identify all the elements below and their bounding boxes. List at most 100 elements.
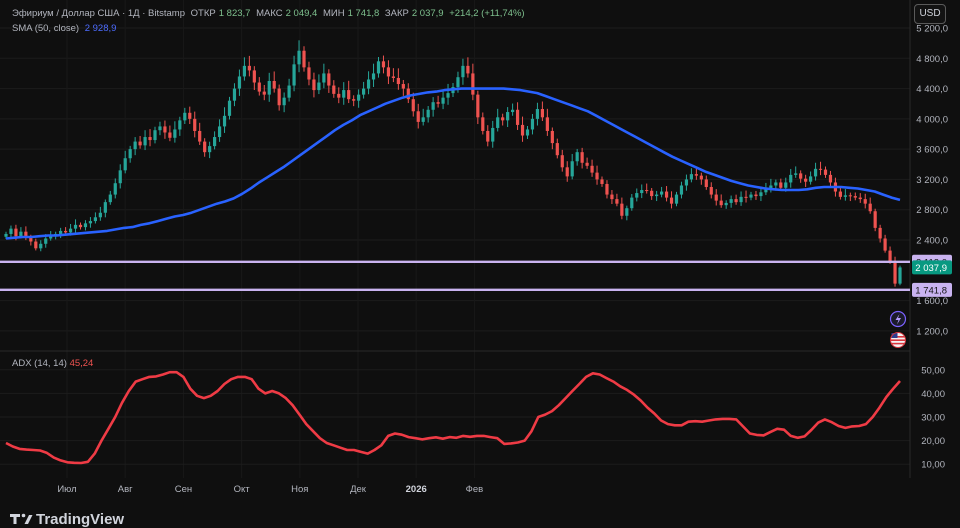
candle-body — [674, 194, 679, 204]
lightning-icon[interactable] — [889, 310, 907, 328]
candle-up — [431, 97, 435, 117]
candle-body — [337, 93, 341, 98]
candle-body — [49, 236, 53, 239]
candle-body — [863, 199, 867, 204]
candle-down — [312, 72, 316, 98]
candle-body — [287, 85, 291, 98]
last-price-badge — [912, 260, 952, 275]
price-axis[interactable]: 1 200,0 1 600,0 2 400,0 2 800,0 3 200,0 3 600… — [916, 24, 948, 338]
open-value: 1 823,7 — [218, 8, 251, 19]
low-value: 1 741,8 — [347, 8, 380, 19]
candle-body — [163, 126, 167, 133]
candle-down — [188, 106, 192, 125]
candle-down — [198, 122, 202, 145]
candle-up — [530, 114, 535, 135]
us-flag-icon[interactable] — [890, 332, 906, 348]
currency-button[interactable]: USD — [914, 4, 946, 24]
candle-body — [660, 191, 664, 195]
candle-body — [689, 174, 693, 180]
candle-down — [615, 193, 619, 207]
candle-body — [158, 126, 162, 131]
price-axis-labels: 2 112,02 037,91 741,8 — [912, 254, 952, 297]
candle-up — [173, 121, 177, 143]
candle-body — [610, 194, 614, 200]
candle-down — [868, 197, 872, 214]
symbol-name[interactable]: Эфириум / Доллар США · 1Д · Bitstamp — [12, 8, 186, 19]
candle-body — [650, 190, 654, 197]
candle-body — [178, 120, 182, 130]
candle-down — [78, 222, 83, 230]
candle-body — [322, 73, 326, 83]
horizontal-levels[interactable] — [0, 260, 910, 292]
candle-down — [605, 180, 609, 199]
adx-tick-label: 20,00 — [921, 436, 945, 447]
candle-body — [381, 61, 386, 68]
candle-up — [208, 141, 212, 159]
candle-down — [416, 103, 420, 129]
candle-up — [426, 106, 430, 123]
candle-body — [123, 158, 127, 171]
candle-down — [555, 138, 559, 159]
candle-body — [257, 82, 261, 92]
candle-body — [456, 77, 460, 88]
high-value: 2 049,4 — [285, 8, 318, 19]
candle-down — [352, 95, 356, 107]
candle-body — [754, 194, 758, 197]
candle-body — [804, 178, 808, 182]
candle-body — [645, 190, 649, 192]
price-tick-label: 1 600,0 — [916, 296, 948, 307]
candle-up — [535, 102, 540, 126]
change-value: +214,2 (+11,74%) — [449, 8, 525, 19]
candle-down — [168, 125, 172, 142]
candle-body — [878, 227, 882, 239]
candle-down — [590, 159, 594, 177]
candle-down — [704, 175, 708, 190]
candle-body — [421, 117, 425, 122]
candle-body — [352, 99, 356, 101]
candle-up — [446, 83, 450, 105]
candle-down — [719, 194, 723, 208]
candle-up — [292, 55, 296, 92]
candle-body — [242, 65, 246, 77]
candle-body — [347, 90, 351, 100]
candle-down — [754, 190, 758, 200]
candle-body — [799, 173, 803, 179]
candle-body — [83, 223, 88, 228]
time-tick-label: Окт — [234, 484, 251, 495]
candle-up — [679, 181, 684, 199]
candle-body — [739, 196, 743, 203]
tradingview-branding[interactable]: TradingView — [10, 511, 124, 528]
candle-body — [640, 190, 644, 194]
tradingview-logo-icon — [10, 513, 33, 524]
candle-down — [347, 80, 351, 104]
sma-label[interactable]: SMA (50, close) — [12, 23, 80, 34]
candle-body — [520, 124, 525, 136]
candle-body — [173, 129, 177, 138]
candle-up — [729, 195, 733, 208]
candle-up — [491, 120, 495, 148]
candle-body — [764, 188, 768, 193]
time-tick-label: Июл — [57, 484, 76, 495]
candle-down — [252, 66, 256, 90]
candle-up — [630, 194, 634, 211]
adx-label[interactable]: ADX (14, 14) — [12, 358, 67, 369]
candle-body — [848, 195, 852, 197]
candle-body — [391, 76, 395, 78]
candle-down — [863, 193, 867, 209]
candle-body — [262, 91, 266, 95]
candle-down — [386, 60, 391, 85]
candle-body — [431, 102, 435, 110]
candle-up — [222, 107, 227, 133]
price-tick-label: 2 400,0 — [916, 236, 948, 247]
candle-body — [491, 127, 495, 142]
candle-down — [600, 176, 604, 187]
candle-body — [9, 228, 13, 234]
candle-body — [188, 112, 192, 119]
candle-down — [580, 147, 584, 169]
candle-up — [133, 137, 137, 156]
candle-up — [689, 168, 693, 183]
candle-body — [39, 243, 43, 249]
adx-axis[interactable]: 10,00 20,00 30,00 40,00 50,00 — [921, 365, 945, 470]
time-axis[interactable]: Июл Авг Сен Окт Ноя Дек 2026 Фев — [57, 484, 483, 495]
